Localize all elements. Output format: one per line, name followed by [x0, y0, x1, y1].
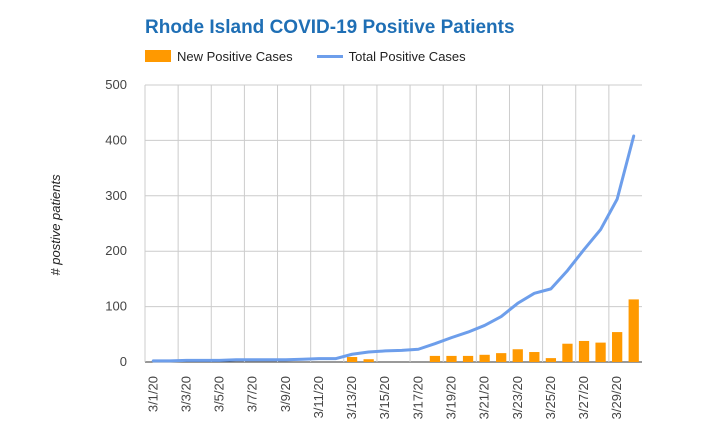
x-tick-label: 3/1/20: [145, 376, 160, 412]
y-tick-label: 400: [105, 132, 127, 147]
bar-new-cases: [479, 354, 490, 362]
legend-label-total-cases: Total Positive Cases: [348, 48, 466, 64]
bar-new-cases: [429, 355, 441, 362]
y-tick-label: 500: [105, 77, 127, 92]
x-tick-label: 3/19/20: [443, 376, 458, 419]
x-tick-label: 3/25/20: [543, 376, 558, 419]
bar-new-cases: [562, 343, 573, 362]
bar-new-cases: [612, 332, 623, 362]
x-tick-label: 3/23/20: [510, 376, 525, 419]
x-tick-label: 3/5/20: [212, 376, 227, 412]
x-tick-label: 3/17/20: [410, 376, 425, 419]
x-tick-label: 3/7/20: [245, 376, 260, 412]
bar-new-cases: [545, 358, 557, 362]
legend-label-new-cases: New Positive Cases: [177, 48, 293, 64]
x-tick-label: 3/9/20: [278, 376, 293, 412]
x-tick-label: 3/3/20: [178, 376, 193, 412]
bar-new-cases: [462, 355, 474, 362]
chart-title: Rhode Island COVID-19 Positive Patients: [145, 17, 515, 38]
bar-new-cases: [578, 340, 590, 362]
bar-new-cases: [529, 352, 540, 362]
x-tick-label: 3/29/20: [609, 376, 624, 419]
bar-new-cases: [628, 299, 639, 362]
bar-new-cases: [446, 355, 457, 362]
bar-new-cases: [346, 357, 358, 362]
bar-new-cases: [496, 353, 507, 362]
bar-new-cases: [595, 342, 606, 362]
x-tick-label: 3/27/20: [576, 376, 591, 419]
x-tick-label: 3/21/20: [477, 376, 492, 419]
y-tick-label: 200: [105, 243, 127, 258]
line-total-cases: [151, 134, 636, 363]
legend-item-total-cases[interactable]: Total Positive Cases: [316, 48, 466, 64]
y-tick-label: 300: [105, 188, 127, 203]
x-tick-label: 3/11/20: [311, 376, 326, 418]
bar-new-cases: [512, 349, 523, 362]
legend-swatch-bar: [145, 50, 171, 62]
legend-item-new-cases[interactable]: New Positive Cases: [145, 49, 293, 64]
y-tick-label: 0: [120, 354, 127, 369]
x-tick-label: 3/13/20: [344, 376, 359, 419]
bar-new-cases: [363, 359, 374, 362]
legend-swatch-line: [316, 54, 343, 58]
y-tick-label: 100: [105, 299, 127, 314]
legend: New Positive Cases Total Positive Cases: [145, 47, 490, 65]
x-tick-label: 3/15/20: [377, 376, 392, 419]
